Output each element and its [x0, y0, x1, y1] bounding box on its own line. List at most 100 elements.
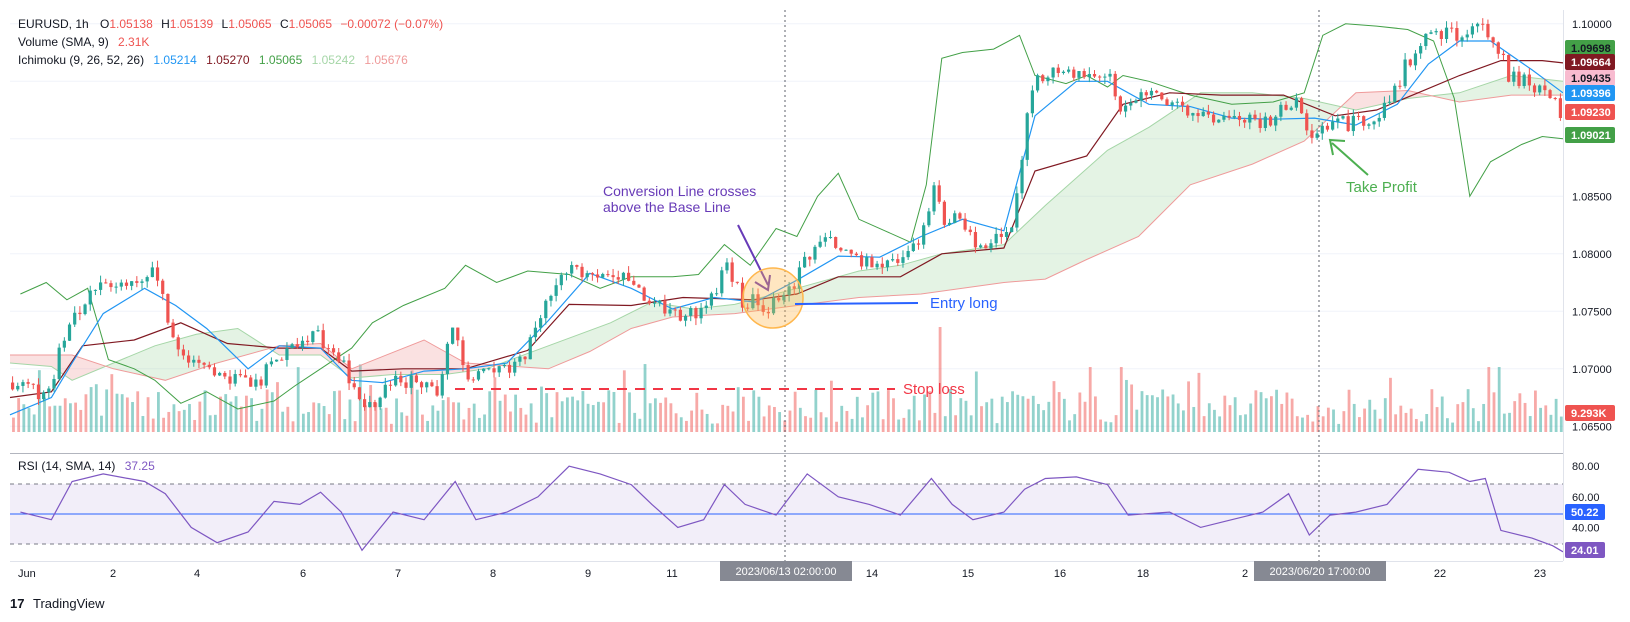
candle-body	[735, 281, 739, 283]
tradingview-brand[interactable]: 17 TradingView	[10, 596, 105, 611]
candle-body	[42, 392, 46, 400]
rsi-tick-label: 80.00	[1572, 461, 1600, 473]
volume-bar	[208, 415, 212, 432]
time-tick-label: 11	[666, 568, 677, 580]
legend-volume-label: Volume (SMA, 9)	[18, 35, 109, 49]
candle-body	[1108, 73, 1112, 77]
volume-bar	[250, 398, 253, 432]
candle-body	[699, 308, 703, 319]
candle-body	[539, 318, 543, 328]
candle-body	[1351, 115, 1355, 132]
price-badge-label: 1.09664	[1571, 57, 1612, 69]
time-tick-label: 14	[866, 568, 878, 580]
time-tick-label: Jun	[18, 568, 36, 580]
candle-body	[104, 282, 108, 284]
volume-bar	[892, 398, 895, 432]
time-tick-label: 2	[110, 568, 116, 580]
candle-body	[1258, 118, 1262, 128]
volume-bar	[1337, 423, 1341, 432]
price-badge	[1565, 85, 1615, 101]
candle-body	[414, 375, 418, 383]
candle-body	[792, 286, 796, 289]
candle-body	[999, 233, 1003, 237]
candle-body	[958, 213, 962, 219]
volume-bar	[1057, 392, 1061, 432]
candle-body	[523, 356, 527, 360]
volume-bar	[1140, 391, 1144, 432]
candle-body	[906, 251, 910, 258]
candle-body	[321, 330, 325, 349]
time-highlight-badge	[720, 561, 852, 581]
candle-body	[21, 382, 25, 386]
candle-body	[1227, 115, 1231, 118]
legend-low-value: 1.05065	[228, 17, 272, 31]
candle-body	[316, 330, 320, 332]
volume-bar	[866, 405, 870, 432]
candle-body	[1248, 114, 1252, 123]
volume-bar	[1264, 398, 1268, 432]
candle-body	[1041, 75, 1045, 82]
volume-bar	[307, 412, 310, 432]
annotation-arrow-head	[754, 274, 771, 292]
candle-body	[1398, 85, 1402, 87]
legend-open-label: O	[100, 17, 109, 31]
volume-bar	[695, 392, 699, 432]
volume-bar	[374, 403, 378, 432]
volume-bar	[509, 411, 512, 432]
volume-bar	[389, 423, 393, 432]
candle-body	[1320, 125, 1324, 134]
volume-bar	[690, 410, 694, 432]
candle-body	[1196, 113, 1200, 117]
candle-body	[911, 243, 915, 252]
candle-body	[854, 253, 858, 256]
volume-bar	[498, 400, 502, 432]
volume-bar	[1218, 416, 1222, 432]
volume-bar	[141, 416, 145, 432]
volume-bar	[1176, 403, 1180, 432]
candle-body	[150, 267, 154, 278]
price-badge	[1565, 104, 1615, 120]
volume-bar	[1425, 414, 1429, 432]
candle-body	[797, 267, 802, 289]
candle-body	[787, 286, 791, 295]
candle-body	[637, 284, 641, 288]
volume-bar	[260, 408, 264, 432]
price-badge-label: 1.09396	[1571, 88, 1611, 100]
candle-body	[803, 256, 807, 268]
volume-bar	[239, 406, 243, 432]
volume-bar	[1088, 367, 1092, 432]
candle-body	[709, 293, 714, 306]
candle-body	[300, 340, 305, 348]
candle-body	[632, 280, 636, 285]
volume-bar	[648, 403, 652, 432]
volume-bar	[12, 417, 15, 432]
candle-body	[212, 367, 217, 376]
candle-body	[1211, 114, 1216, 123]
candle-body	[875, 263, 879, 268]
candle-body	[1496, 42, 1500, 54]
candle-body	[652, 302, 657, 304]
candle-body	[238, 374, 242, 376]
candle-body	[1046, 77, 1050, 82]
candle-body	[249, 377, 253, 387]
volume-bar	[493, 377, 497, 432]
volume-bar	[1135, 409, 1139, 432]
volume-bar	[933, 412, 937, 432]
price-badge-label: 1.09021	[1571, 130, 1611, 142]
volume-bar	[1539, 407, 1542, 432]
price-tick-label: 1.07000	[1572, 364, 1612, 376]
annotation-stop: Stop loss	[903, 381, 965, 398]
volume-bar	[1409, 408, 1413, 432]
candle-body	[580, 266, 584, 278]
volume-bar	[157, 392, 160, 432]
candle-body	[782, 294, 786, 301]
volume-bar	[581, 391, 585, 432]
candle-body	[544, 300, 548, 319]
candle-body	[482, 368, 486, 372]
candle-body	[430, 382, 434, 387]
candle-body	[1434, 31, 1438, 33]
candle-body	[1155, 90, 1159, 93]
volume-bar	[643, 364, 647, 432]
annotation-arrow-line	[737, 224, 769, 286]
